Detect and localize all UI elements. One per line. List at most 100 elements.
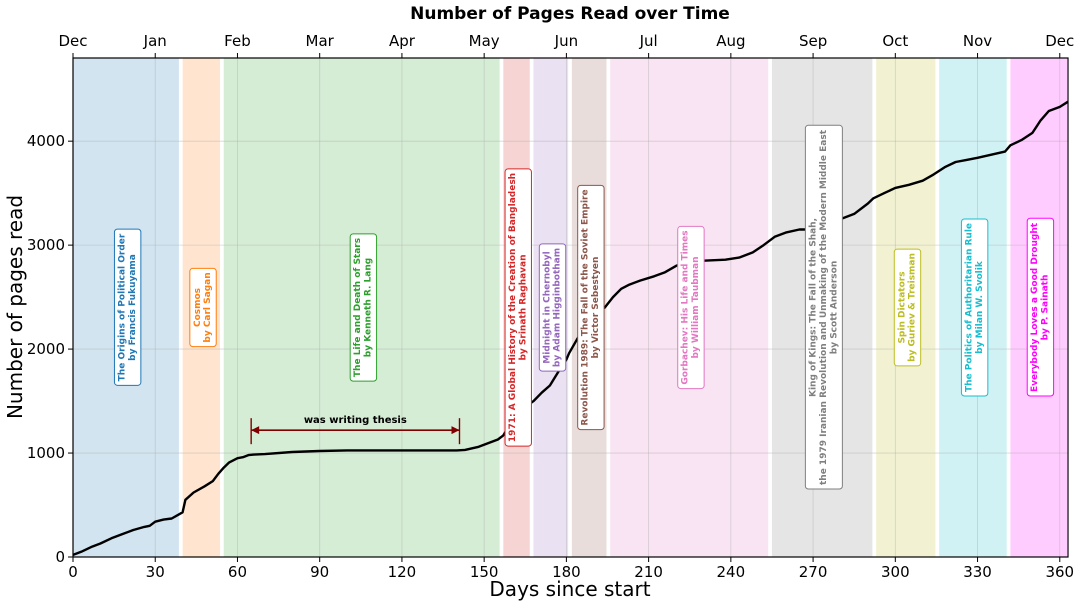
chart-title: Number of Pages Read over Time (410, 4, 730, 24)
y-tick-label: 3000 (27, 236, 65, 254)
x-tick-label: 120 (388, 563, 417, 581)
book-label-line: by P. Sainath (1041, 275, 1051, 341)
x-tick-label: 150 (470, 563, 499, 581)
book-label-text: King of Kings: The Fall of the Shah,the … (808, 129, 839, 485)
book-label-text: Cosmosby Carl Sagan (193, 272, 213, 342)
book-label-line: by Carl Sagan (203, 272, 213, 342)
book-label-text: Everybody Loves a Good Droughtby P. Sain… (1030, 222, 1050, 392)
book-label-line: by William Taubman (691, 256, 701, 358)
y-tick-label: 0 (55, 548, 65, 566)
book-label-box (1026, 217, 1055, 397)
book-label-line: Everybody Loves a Good Drought (1030, 222, 1040, 392)
book-label-line: by Victor Sebestyen (591, 257, 601, 359)
book-label-box (677, 225, 705, 390)
month-tick-label: Nov (963, 32, 992, 50)
x-tick-label: 330 (963, 563, 992, 581)
book-labels: The Origins of Political Orderby Francis… (113, 124, 1055, 490)
month-tick-label: Oct (882, 32, 908, 50)
month-tick-label: Sep (799, 32, 827, 50)
month-tick-label: Apr (389, 32, 416, 50)
annotation-arrowhead-right (451, 426, 460, 435)
book-label-box (960, 218, 989, 397)
x-axis-ticks: 0 30 60 90 120 150 180 210 240 270 300 330 360 (68, 557, 1074, 581)
annotation-text: was writing thesis (304, 415, 407, 426)
book-label-line: by Scott Anderson (829, 261, 839, 355)
month-tick-label: Jul (639, 32, 658, 50)
month-tick-label: Mar (306, 32, 335, 50)
book-label-line: Gorbachev: His Life and Times (681, 230, 691, 384)
book-label-line: by Kenneth R. Lang (364, 258, 374, 357)
pages-read-line (72, 100, 1069, 557)
book-label: Midnight in Chernobylby Adam Higginbotha… (538, 243, 567, 372)
book-label-text: The Origins of Political Orderby Francis… (117, 233, 137, 381)
book-label-line: The Origins of Political Order (117, 233, 127, 381)
x-tick-label: 360 (1045, 563, 1074, 581)
book-label-line: by Srinath Raghavan (518, 254, 528, 360)
book-label: Everybody Loves a Good Droughtby P. Sain… (1026, 217, 1055, 397)
book-label-line: The Life and Death of Stars (353, 238, 363, 377)
book-label-text: Spin Dictatorsby Guriev & Treisman (897, 253, 917, 362)
series-layer (72, 100, 1069, 557)
thesis-annotation: was writing thesis (250, 415, 461, 445)
x-tick-label: 60 (228, 563, 247, 581)
book-label-box (538, 243, 567, 372)
x-tick-label: 300 (881, 563, 910, 581)
x-tick-label: 90 (310, 563, 329, 581)
book-label-line: by Milan W. Svolik (975, 260, 985, 354)
book-label-line: the 1979 Iranian Revolution and Unmaking… (819, 129, 829, 485)
y-tick-label: 4000 (27, 132, 65, 150)
book-label-line: Midnight in Chernobyl (542, 251, 552, 363)
x-tick-label: 30 (146, 563, 165, 581)
x-tick-label: 0 (68, 563, 78, 581)
book-label-text: Gorbachev: His Life and Timesby William … (681, 230, 701, 384)
book-label-text: Revolution 1989: The Fall of the Soviet … (581, 189, 601, 425)
month-tick-label: Aug (716, 32, 745, 50)
book-label-box (577, 184, 605, 431)
y-axis-ticks: 0 1000 2000 3000 4000 (27, 132, 73, 566)
month-tick-label: Feb (224, 32, 251, 50)
x-axis-label: Days since start (489, 577, 650, 601)
book-label: King of Kings: The Fall of the Shah,the … (804, 124, 843, 490)
book-label-box (113, 228, 142, 386)
x-tick-label: 210 (634, 563, 663, 581)
book-label-line: by Adam Higginbotham (553, 248, 563, 367)
month-axis-ticks: Dec Jan Feb Mar Apr May Jun Jul Aug Sep Oct Nov Dec (58, 32, 1074, 58)
book-label-line: Revolution 1989: The Fall of the Soviet … (581, 189, 591, 425)
y-tick-label: 1000 (27, 444, 65, 462)
month-tick-label: Jan (143, 32, 167, 50)
book-label-line: by Guriev & Treisman (908, 253, 918, 362)
book-label: Revolution 1989: The Fall of the Soviet … (577, 184, 605, 431)
x-tick-label: 270 (799, 563, 828, 581)
book-label-line: Cosmos (193, 288, 203, 327)
book-label-text: The Politics of Authoritarian Ruleby Mil… (964, 223, 984, 392)
book-label-line: 1971: A Global History of the Creation o… (508, 173, 518, 442)
book-label: The Origins of Political Orderby Francis… (113, 228, 142, 386)
book-label-box (349, 233, 378, 382)
book-label: Cosmosby Carl Sagan (189, 267, 217, 348)
book-label-line: King of Kings: The Fall of the Shah, (808, 218, 818, 397)
book-label-box (804, 124, 843, 490)
book-label: The Politics of Authoritarian Ruleby Mil… (960, 218, 989, 397)
month-tick-label: May (469, 32, 500, 50)
book-label: The Life and Death of Starsby Kenneth R.… (349, 233, 378, 382)
y-axis-label: Number of pages read (3, 195, 27, 419)
book-label-box (893, 248, 922, 367)
book-label: 1971: A Global History of the Creation o… (504, 168, 532, 447)
book-label-line: The Politics of Authoritarian Rule (964, 223, 974, 392)
plot-border (72, 57, 1069, 558)
month-tick-label: Dec (1045, 32, 1074, 50)
book-label-box (504, 168, 532, 447)
annotation-arrowhead-left (251, 426, 260, 435)
book-label-box (189, 267, 217, 348)
plot-frame (72, 57, 1069, 558)
book-label-text: 1971: A Global History of the Creation o… (508, 173, 528, 442)
x-tick-label: 240 (717, 563, 746, 581)
book-label-text: The Life and Death of Starsby Kenneth R.… (353, 238, 373, 377)
book-label-line: by Francis Fukuyama (128, 254, 138, 361)
x-tick-label: 180 (552, 563, 581, 581)
book-label-text: Midnight in Chernobylby Adam Higginbotha… (542, 248, 562, 367)
book-label: Gorbachev: His Life and Timesby William … (677, 225, 705, 390)
book-label: Spin Dictatorsby Guriev & Treisman (893, 248, 922, 367)
month-tick-label: Jun (554, 32, 578, 50)
